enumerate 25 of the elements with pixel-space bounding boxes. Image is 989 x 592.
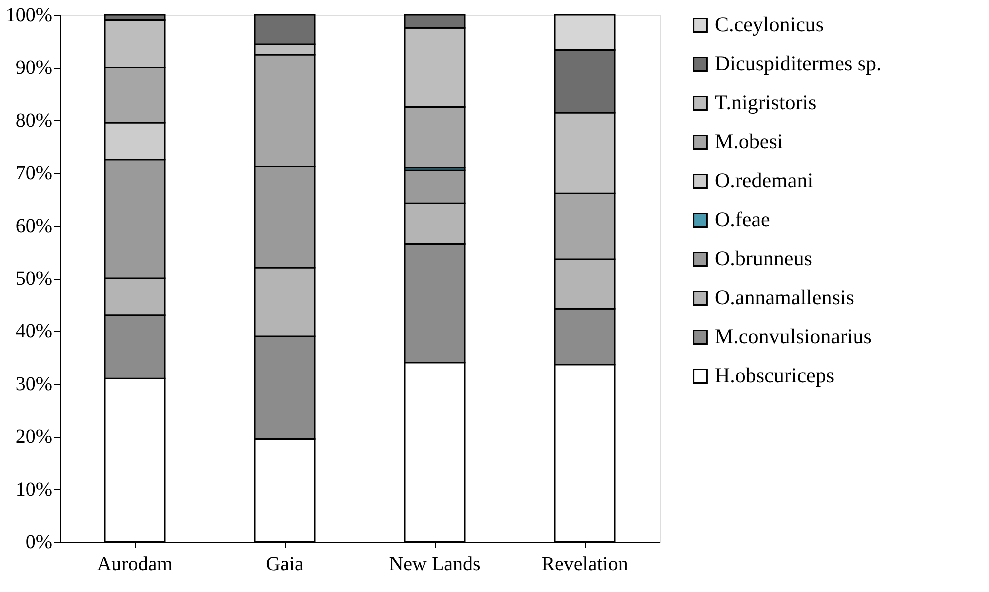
y-tick-label: 90% <box>16 57 52 80</box>
legend-label: M.obesi <box>715 130 784 154</box>
legend-label: O.feae <box>715 208 770 232</box>
y-tick-label: 0% <box>26 532 52 554</box>
legend-label: O.redemani <box>715 168 814 192</box>
y-tick-label: 10% <box>16 478 52 501</box>
x-tick-label: Aurodam <box>97 554 174 576</box>
legend-label: Dicuspiditermes sp. <box>715 52 882 76</box>
y-tick-label: 60% <box>16 215 52 238</box>
legend-label: O.annamallensis <box>715 286 854 310</box>
legend-label: T.nigristoris <box>715 90 817 114</box>
x-tick-label: Revelation <box>542 554 628 576</box>
x-tick-label: Gaia <box>266 554 304 576</box>
y-tick-label: 70% <box>16 162 52 185</box>
y-tick-label: 50% <box>16 268 52 290</box>
legend-label: M.convulsionarius <box>715 324 872 348</box>
y-tick-label: 30% <box>16 373 52 396</box>
x-tick-label: New Lands <box>389 554 482 576</box>
legend-label: H.obscuriceps <box>715 364 835 388</box>
legend-label: C.ceylonicus <box>715 12 824 36</box>
y-tick-label: 100% <box>6 4 52 26</box>
y-tick-label: 40% <box>16 320 52 343</box>
y-tick-label: 20% <box>16 426 52 448</box>
legend-label: O.brunneus <box>715 246 812 270</box>
y-tick-label: 80% <box>16 110 52 132</box>
